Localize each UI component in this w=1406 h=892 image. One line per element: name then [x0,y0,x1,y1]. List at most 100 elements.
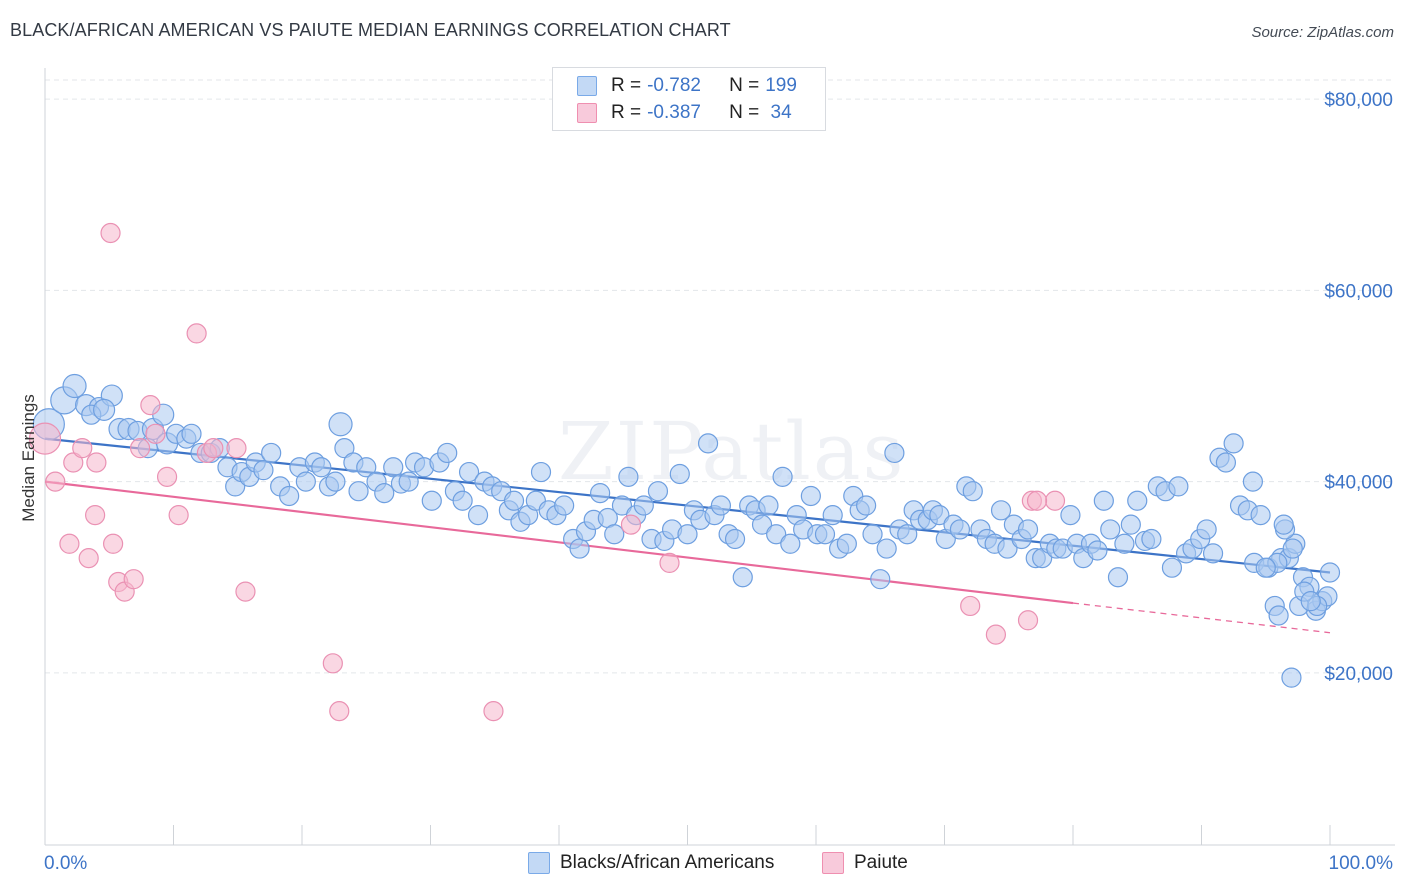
point-paiute [59,533,80,554]
point-paiute [186,323,207,344]
legend-r-label: R = [611,102,642,123]
point-blacks [503,490,525,511]
point-blacks [1242,471,1264,492]
point-blacks [437,442,458,464]
chart-title: BLACK/AFRICAN AMERICAN VS PAIUTE MEDIAN … [10,20,731,40]
point-paiute [100,222,121,244]
point-blacks [870,569,891,590]
point-blacks [1319,562,1341,583]
x-tick-label: 100.0% [1329,853,1394,874]
point-blacks [962,481,983,502]
point-blacks [279,485,300,507]
point-blacks [590,483,611,504]
point-blacks [884,442,905,464]
point-blacks [181,423,202,444]
point-blacks [1196,519,1217,540]
point-blacks [348,481,369,502]
correlation-legend: R = -0.782 N = 199 R = -0.387 N = 34 [552,67,826,131]
legend-r-value: -0.782 [647,75,701,96]
point-paiute [45,471,66,492]
point-paiute [620,514,642,535]
point-blacks [1300,591,1321,612]
legend-n-value: 34 [765,102,792,123]
point-blacks [710,495,732,516]
point-blacks [697,433,719,454]
point-paiute [86,452,107,473]
point-paiute [483,701,504,722]
point-blacks [1093,490,1114,511]
point-paiute [329,701,350,722]
legend-swatch-pink [577,103,597,123]
point-paiute [1017,610,1039,631]
point-paiute [63,452,84,473]
point-blacks [822,504,843,526]
y-tick-label: $40,000 [1324,473,1393,494]
source-note: Source: ZipAtlas.com [1251,24,1394,41]
point-blacks [1141,528,1162,550]
bottom-legend-blacks: Blacks/African Americans [528,852,774,874]
point-paiute [78,548,99,569]
y-tick-label: $60,000 [1324,281,1393,302]
point-blacks [732,567,753,588]
point-paiute [1044,490,1066,511]
point-blacks [633,495,654,516]
point-blacks [458,461,480,483]
point-blacks [1087,540,1108,561]
point-blacks [1100,519,1121,540]
point-blacks [356,457,377,478]
point-blacks [295,471,316,492]
watermark: ZIPatlas [558,405,906,498]
point-blacks [325,471,346,492]
bottom-legend-paiute: Paiute [822,852,908,874]
point-blacks [772,466,793,487]
bottom-legend-label: Blacks/African Americans [560,852,775,873]
point-paiute [28,422,62,455]
point-blacks [1250,504,1271,526]
point-blacks [62,373,87,399]
point-paiute [85,504,106,526]
point-blacks [374,483,395,504]
point-blacks [1161,557,1183,578]
tick-labels: $20,000 $40,000 $60,000 $80,000 0.0% 100.0% Me… [19,90,1393,874]
legend-row-paiute: R = -0.387 N = 34 [577,100,792,126]
point-blacks [1060,504,1081,526]
point-blacks [611,495,633,516]
data-points [28,222,1341,722]
point-blacks [1017,519,1039,540]
point-blacks [1215,452,1237,473]
point-blacks [1282,538,1303,559]
point-blacks [93,398,116,422]
point-blacks [647,481,669,502]
point-blacks [800,485,821,507]
legend-row-blacks: R = -0.782 N = 199 [577,73,797,99]
point-blacks [554,495,575,516]
legend-swatch-blue [577,76,597,96]
point-paiute [129,438,151,459]
point-blacks [856,495,877,516]
point-blacks [1107,567,1129,588]
y-tick-label: $80,000 [1324,90,1393,111]
point-blacks [669,463,690,485]
point-blacks [1223,433,1244,454]
point-paiute [140,395,161,416]
point-blacks [421,490,442,511]
point-blacks [836,533,857,554]
point-blacks [452,490,473,511]
point-paiute [156,466,178,487]
point-blacks [1255,557,1276,578]
point-blacks [334,438,355,459]
point-blacks [1127,490,1148,511]
bottom-legend-swatch-blue [528,852,550,874]
point-blacks [253,460,274,481]
legend-r-label: R = [611,75,642,96]
trend-line-paiute [44,480,1074,605]
point-blacks [997,538,1018,559]
point-blacks [990,500,1012,521]
legend-n-label: N = [729,75,760,96]
point-paiute [235,581,256,602]
bottom-legend-label: Paiute [854,852,908,873]
point-paiute [226,438,247,459]
point-blacks [751,514,773,535]
point-blacks [758,495,779,516]
